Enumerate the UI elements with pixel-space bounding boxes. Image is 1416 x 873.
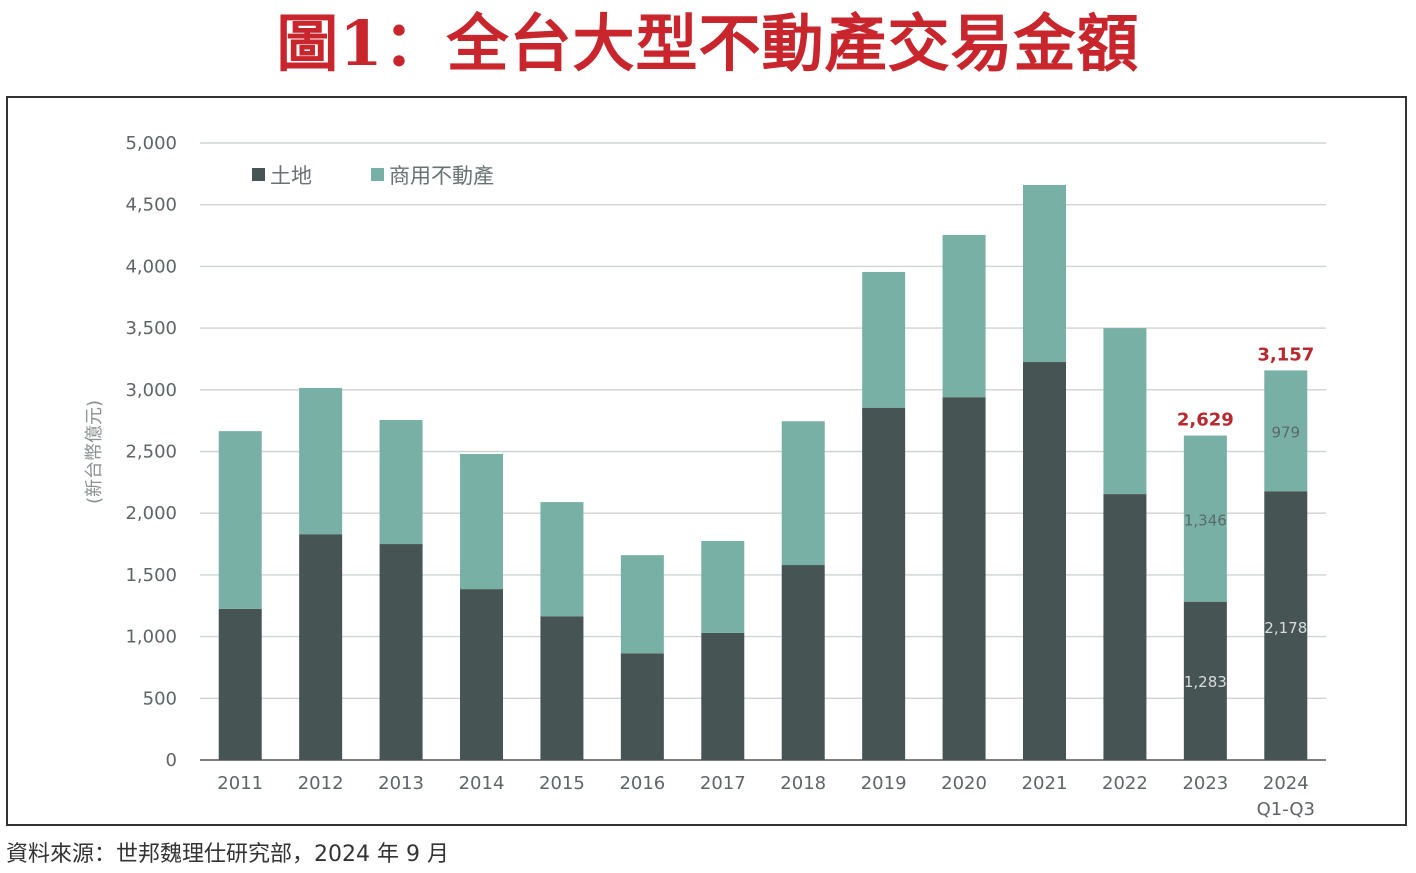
- bars: [218, 184, 1308, 760]
- legend: 土地 商用不動產: [252, 164, 494, 188]
- bar-segment-land-2015: [540, 616, 584, 760]
- legend-label-commercial: 商用不動產: [389, 164, 494, 188]
- y-tick-label: 3,000: [125, 380, 177, 401]
- bar-segment-land-2013: [379, 544, 423, 760]
- bar-segment-land-2024: [1264, 491, 1308, 760]
- x-tick-label: 2023: [1182, 773, 1228, 794]
- total-value-label: 3,157: [1257, 344, 1314, 365]
- segment-value-label: 2,178: [1264, 619, 1307, 637]
- bar-segment-land-2020: [942, 397, 986, 760]
- y-tick-label: 3,500: [125, 318, 177, 339]
- total-value-label: 2,629: [1177, 410, 1234, 431]
- y-tick-label: 1,500: [125, 565, 177, 586]
- y-tick-label: 1,000: [125, 627, 177, 648]
- x-tick-label: 2024: [1263, 773, 1309, 794]
- bar-segment-land-2022: [1103, 494, 1147, 760]
- bar-segment-commercial-2011: [218, 431, 262, 609]
- gridlines: [200, 142, 1326, 761]
- bar-segment-commercial-2024: [1264, 370, 1308, 492]
- figure-title: 圖1：全台大型不動產交易金額: [276, 7, 1140, 80]
- x-tick-label: 2011: [217, 773, 263, 794]
- bar-segment-commercial-2018: [781, 421, 825, 566]
- bar-segment-land-2016: [620, 653, 664, 760]
- x-tick-label: 2016: [619, 773, 665, 794]
- bar-segment-land-2019: [862, 407, 906, 760]
- bar-segment-commercial-2013: [379, 420, 423, 545]
- x-tick-label: 2017: [700, 773, 746, 794]
- y-tick-label: 0: [166, 750, 177, 771]
- total-labels: 2,629 3,157: [1177, 344, 1314, 430]
- x-tick-label: 2013: [378, 773, 424, 794]
- y-tick-label: 4,000: [125, 256, 177, 277]
- bar-segment-commercial-2017: [701, 540, 745, 633]
- y-tick-label: 500: [143, 688, 177, 709]
- y-tick-label: 2,000: [125, 503, 177, 524]
- segment-value-label: 979: [1271, 423, 1300, 441]
- bar-segment-land-2014: [460, 589, 503, 760]
- x-tick-label: 2020: [941, 773, 987, 794]
- x-axis-ticks: 2011 2012 2013 2014 2015 2016 2017 2018 2019 2020…: [217, 773, 1315, 820]
- legend-label-land: 土地: [270, 164, 312, 188]
- x-tick-label: 2015: [539, 773, 585, 794]
- bar-segment-land-2012: [299, 534, 343, 760]
- y-tick-label: 4,500: [125, 195, 177, 216]
- bar-segment-commercial-2022: [1103, 328, 1147, 495]
- segment-value-label: 1,346: [1184, 512, 1227, 530]
- bar-segment-commercial-2021: [1023, 184, 1066, 363]
- bar-segment-commercial-2020: [942, 234, 986, 398]
- x-tick-label: 2018: [780, 773, 826, 794]
- legend-swatch-commercial: [371, 168, 384, 181]
- bar-segment-land-2017: [701, 632, 745, 760]
- x-tick-label: 2021: [1022, 773, 1068, 794]
- bar-segment-land-2021: [1023, 362, 1066, 760]
- y-axis-ticks: 0 500 1,000 1,500 2,000 2,500 3,000 3,500 4,000 4…: [125, 133, 177, 771]
- segment-value-label: 1,283: [1184, 673, 1227, 691]
- bar-segment-commercial-2014: [460, 453, 503, 590]
- bar-segment-commercial-2023: [1183, 435, 1227, 602]
- bar-segment-commercial-2015: [540, 502, 584, 617]
- x-tick-label: 2012: [298, 773, 344, 794]
- x-tick-sublabel: Q1-Q3: [1257, 799, 1315, 820]
- bar-segment-land-2011: [218, 608, 262, 760]
- bar-segment-commercial-2019: [862, 271, 906, 408]
- y-tick-label: 5,000: [125, 133, 177, 154]
- bar-segment-commercial-2016: [620, 555, 664, 654]
- bar-segment-land-2023: [1183, 601, 1227, 760]
- x-tick-label: 2014: [459, 773, 505, 794]
- legend-swatch-land: [252, 168, 265, 181]
- y-axis-label: (新台幣億元): [84, 400, 105, 504]
- source-note: 資料來源：世邦魏理仕研究部，2024 年 9 月: [6, 842, 449, 867]
- bar-segment-commercial-2012: [299, 387, 343, 535]
- x-tick-label: 2019: [861, 773, 907, 794]
- segment-labels: 1,283 1,346 2,178 979: [1184, 423, 1307, 691]
- x-tick-label: 2022: [1102, 773, 1148, 794]
- y-tick-label: 2,500: [125, 442, 177, 463]
- bar-segment-land-2018: [781, 565, 825, 760]
